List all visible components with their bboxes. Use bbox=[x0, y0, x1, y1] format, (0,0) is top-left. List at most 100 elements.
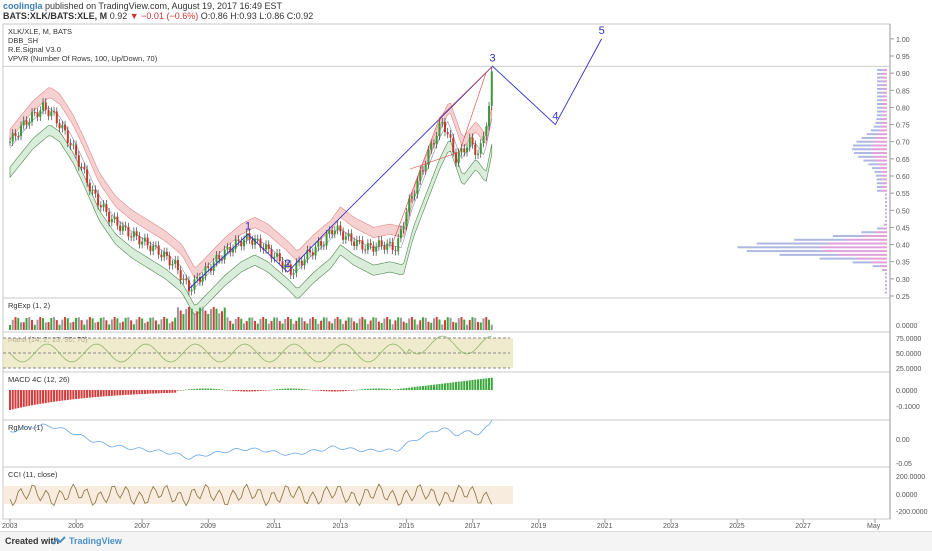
vpvr-bar bbox=[886, 276, 887, 279]
symbol-name[interactable]: BATS:XLK/BATS:XLE, M bbox=[3, 11, 108, 21]
red-channel-line bbox=[409, 73, 487, 170]
candle-body bbox=[231, 248, 234, 253]
vpvr-bar bbox=[886, 208, 887, 211]
candle-body bbox=[410, 196, 413, 199]
macd-bar bbox=[66, 390, 69, 400]
macd-bar bbox=[388, 389, 391, 390]
volume-bar bbox=[154, 320, 157, 330]
candle-body bbox=[193, 279, 196, 290]
volume-bar bbox=[488, 319, 491, 330]
macd-bar bbox=[361, 389, 364, 390]
candle-body bbox=[36, 112, 39, 117]
volume-bar bbox=[405, 322, 408, 330]
macd-bar bbox=[94, 390, 97, 398]
tradingview-brand[interactable]: TradingView bbox=[69, 536, 122, 546]
volume-bar bbox=[276, 317, 279, 330]
legend-entry: VPVR (Number Of Rows, 100, Up/Down, 70) bbox=[8, 54, 158, 63]
y-tick-label: 0.50 bbox=[896, 208, 910, 215]
vpvr-bar bbox=[882, 174, 887, 177]
volume-bar bbox=[223, 307, 226, 330]
volume-bar bbox=[146, 321, 149, 330]
candle-body bbox=[256, 238, 259, 240]
elliott-wave-path bbox=[188, 38, 602, 290]
volume-bar bbox=[110, 319, 113, 330]
candle-body bbox=[226, 246, 229, 250]
candle-body bbox=[380, 240, 383, 246]
candle-body bbox=[471, 137, 474, 145]
y-tick-label: 0.65 bbox=[896, 157, 910, 164]
volume-bar bbox=[454, 322, 457, 330]
volume-bar bbox=[182, 314, 185, 330]
y-tick-label: 0.55 bbox=[896, 191, 910, 198]
macd-bar bbox=[309, 389, 312, 391]
macd-bar bbox=[226, 390, 229, 391]
legend-entry: XLK/XLE, M, BATS bbox=[8, 27, 72, 36]
volume-bar bbox=[17, 318, 20, 330]
candle-body bbox=[342, 231, 345, 240]
volume-bar bbox=[88, 317, 91, 330]
macd-bar bbox=[273, 389, 276, 390]
candle-body bbox=[421, 170, 424, 172]
volume-bar bbox=[463, 319, 466, 330]
macd-bar bbox=[163, 390, 166, 394]
volume-bar bbox=[207, 313, 210, 330]
ohlc-values: O:0.86 H:0.93 L:0.86 C:0.92 bbox=[200, 11, 314, 21]
volume-bar bbox=[347, 317, 350, 330]
x-tick-label: 2027 bbox=[795, 523, 811, 530]
vpvr-bar bbox=[881, 170, 887, 173]
candle-body bbox=[353, 241, 356, 247]
chart-area[interactable]: 1.00 0.95 0.90 0.85 0.80 0.75 0.70 0.65 0.60 0.55… bbox=[0, 22, 932, 531]
candle-body bbox=[160, 254, 163, 258]
macd-bar bbox=[113, 390, 116, 396]
candle-body bbox=[124, 225, 127, 227]
macd-bar bbox=[474, 379, 477, 390]
y-tick-label: 0.80 bbox=[896, 105, 910, 112]
vpvr-bar bbox=[874, 170, 882, 173]
y-tick-label: 0.40 bbox=[896, 243, 910, 250]
candle-body bbox=[344, 236, 347, 240]
macd-bar bbox=[243, 390, 246, 392]
macd-bar bbox=[353, 390, 356, 391]
macd-bar bbox=[452, 382, 455, 390]
panel-y-tick: 50.0000 bbox=[896, 351, 921, 358]
macd-bar bbox=[88, 390, 91, 398]
vpvr-bar bbox=[862, 235, 887, 237]
volume-bar bbox=[237, 317, 240, 330]
macd-bar bbox=[311, 390, 314, 391]
vpvr-bar bbox=[885, 219, 887, 222]
volume-bar bbox=[209, 309, 212, 330]
vpvr-bar bbox=[877, 87, 883, 90]
macd-bar bbox=[33, 390, 36, 405]
candle-body bbox=[333, 230, 336, 235]
macd-bar bbox=[336, 390, 339, 392]
vpvr-bar bbox=[885, 193, 887, 196]
candle-body bbox=[276, 253, 279, 257]
vpvr-bar bbox=[856, 257, 887, 260]
volume-bar bbox=[479, 322, 482, 330]
macd-bar bbox=[446, 383, 449, 390]
volume-bar bbox=[482, 318, 485, 330]
volume-bar bbox=[102, 317, 105, 330]
volume-bar bbox=[265, 318, 268, 330]
vpvr-bar bbox=[876, 159, 887, 162]
volume-bar bbox=[273, 317, 276, 330]
macd-bar bbox=[383, 388, 386, 390]
x-tick-label: 2025 bbox=[729, 523, 745, 530]
volume-bar bbox=[468, 320, 471, 330]
vpvr-bar bbox=[872, 265, 881, 268]
candle-body bbox=[463, 148, 466, 153]
volume-bar bbox=[141, 318, 144, 330]
candle-body bbox=[479, 143, 482, 154]
macd-bar bbox=[477, 379, 480, 390]
vpvr-bar bbox=[882, 87, 887, 90]
macd-bar bbox=[410, 387, 413, 390]
macd-bar bbox=[110, 390, 113, 396]
macd-bar bbox=[220, 389, 223, 391]
volume-bar bbox=[193, 313, 196, 330]
volume-bar bbox=[42, 318, 45, 330]
vpvr-bar bbox=[858, 155, 875, 158]
vpvr-bar bbox=[871, 148, 887, 151]
macd-bar bbox=[449, 382, 452, 390]
volume-bar bbox=[460, 317, 463, 330]
author-link[interactable]: coolingla bbox=[3, 1, 43, 11]
